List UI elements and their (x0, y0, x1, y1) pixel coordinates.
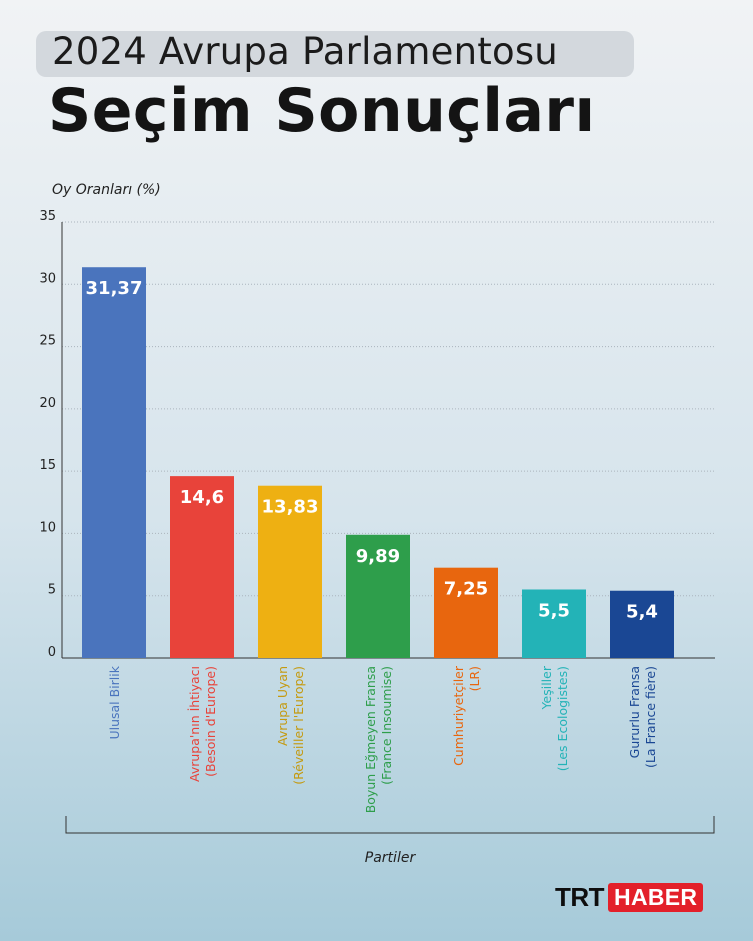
logo-haber: HABER (608, 882, 704, 912)
bar (610, 590, 674, 658)
x-tick-label-line: Avrupa Uyan (275, 666, 290, 746)
bar (82, 267, 146, 658)
bar (170, 476, 234, 658)
bars (82, 267, 674, 658)
x-tick-labels: Ulusal Birlik Avrupa'nın İhtiyacı (Besoin … (107, 665, 658, 813)
x-tick-label-line: (Besoin d'Europe) (203, 666, 218, 777)
x-tick-label: Gururlu Fransa (La France fière) (627, 666, 658, 768)
value-label: 14,6 (180, 487, 224, 508)
x-tick-label-line: Gururlu Fransa (627, 666, 642, 758)
x-tick-label: Cumhuriyetçiler (LR) (451, 665, 482, 766)
x-tick-label: Avrupa'nın İhtiyacı (Besoin d'Europe) (187, 666, 218, 782)
x-tick-label-line: Yeşiller (539, 665, 554, 710)
y-axis-label: Oy Oranları (%) (52, 182, 161, 198)
y-tick-labels: 0 5 10 15 20 25 30 35 (39, 209, 56, 660)
y-tick-label: 20 (39, 396, 56, 411)
y-tick-label: 5 (48, 583, 56, 598)
value-label: 5,4 (626, 602, 658, 623)
x-tick-label: Yeşiller (Les Ecologistes) (539, 665, 570, 771)
chart-supertitle: 2024 Avrupa Parlamentosu (52, 30, 558, 73)
x-tick-label-line: (Les Ecologistes) (555, 666, 570, 771)
trt-haber-logo: TRT HABER (555, 881, 704, 912)
chart-title: Seçim Sonuçları (48, 76, 596, 146)
y-tick-label: 10 (39, 520, 56, 535)
bar (346, 534, 410, 658)
y-tick-label: 30 (39, 271, 56, 286)
x-tick-label: Ulusal Birlik (107, 665, 122, 739)
x-tick-label-line: Cumhuriyetçiler (451, 665, 466, 766)
x-tick-label-line: (Réveiller l'Europe) (291, 666, 306, 785)
x-axis-bracket (65, 816, 715, 834)
bar (258, 485, 322, 658)
x-tick-label-line: Avrupa'nın İhtiyacı (187, 666, 202, 782)
x-tick-label: Boyun Eğmeyen Fransa (France Insoumise) (363, 666, 394, 813)
x-axis-label: Partiler (365, 850, 417, 866)
value-label: 9,89 (356, 546, 400, 567)
logo-trt: TRT (555, 881, 605, 912)
title-highlight (36, 31, 634, 77)
y-tick-label: 25 (39, 334, 56, 349)
y-tick-label: 35 (39, 209, 56, 224)
bracket-line (65, 816, 715, 834)
bar (434, 567, 498, 658)
value-label: 13,83 (262, 497, 319, 518)
x-tick-label-line: (LR) (467, 666, 482, 691)
x-tick-label-line: Boyun Eğmeyen Fransa (363, 666, 378, 813)
y-tick-label: 0 (48, 645, 56, 660)
x-tick-label-line: Ulusal Birlik (107, 665, 122, 739)
y-tick-label: 15 (39, 458, 56, 473)
value-label: 7,25 (444, 579, 488, 600)
x-tick-label: Avrupa Uyan (Réveiller l'Europe) (275, 666, 306, 785)
x-tick-label-line: (La France fière) (643, 666, 658, 768)
x-tick-label-line: (France Insoumise) (379, 666, 394, 785)
bar (522, 589, 586, 658)
value-label: 5,5 (538, 600, 570, 621)
value-labels: 31,37 14,6 13,83 9,89 7,25 5,5 5,4 (86, 278, 658, 623)
value-label: 31,37 (86, 278, 143, 299)
